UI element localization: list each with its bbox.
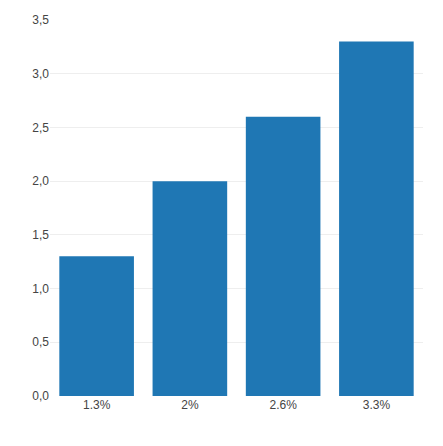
svg-text:2,0: 2,0 [32,174,49,188]
svg-text:2,5: 2,5 [32,121,49,135]
svg-text:1,0: 1,0 [32,282,49,296]
svg-text:2%: 2% [181,398,199,412]
svg-text:1.3%: 1.3% [83,398,111,412]
svg-text:3.3%: 3.3% [363,398,391,412]
svg-text:3,5: 3,5 [32,13,49,27]
svg-text:2.6%: 2.6% [269,398,297,412]
svg-text:1,5: 1,5 [32,228,49,242]
svg-text:3,0: 3,0 [32,67,49,81]
svg-text:0,5: 0,5 [32,335,49,349]
svg-text:0,0: 0,0 [32,389,49,403]
